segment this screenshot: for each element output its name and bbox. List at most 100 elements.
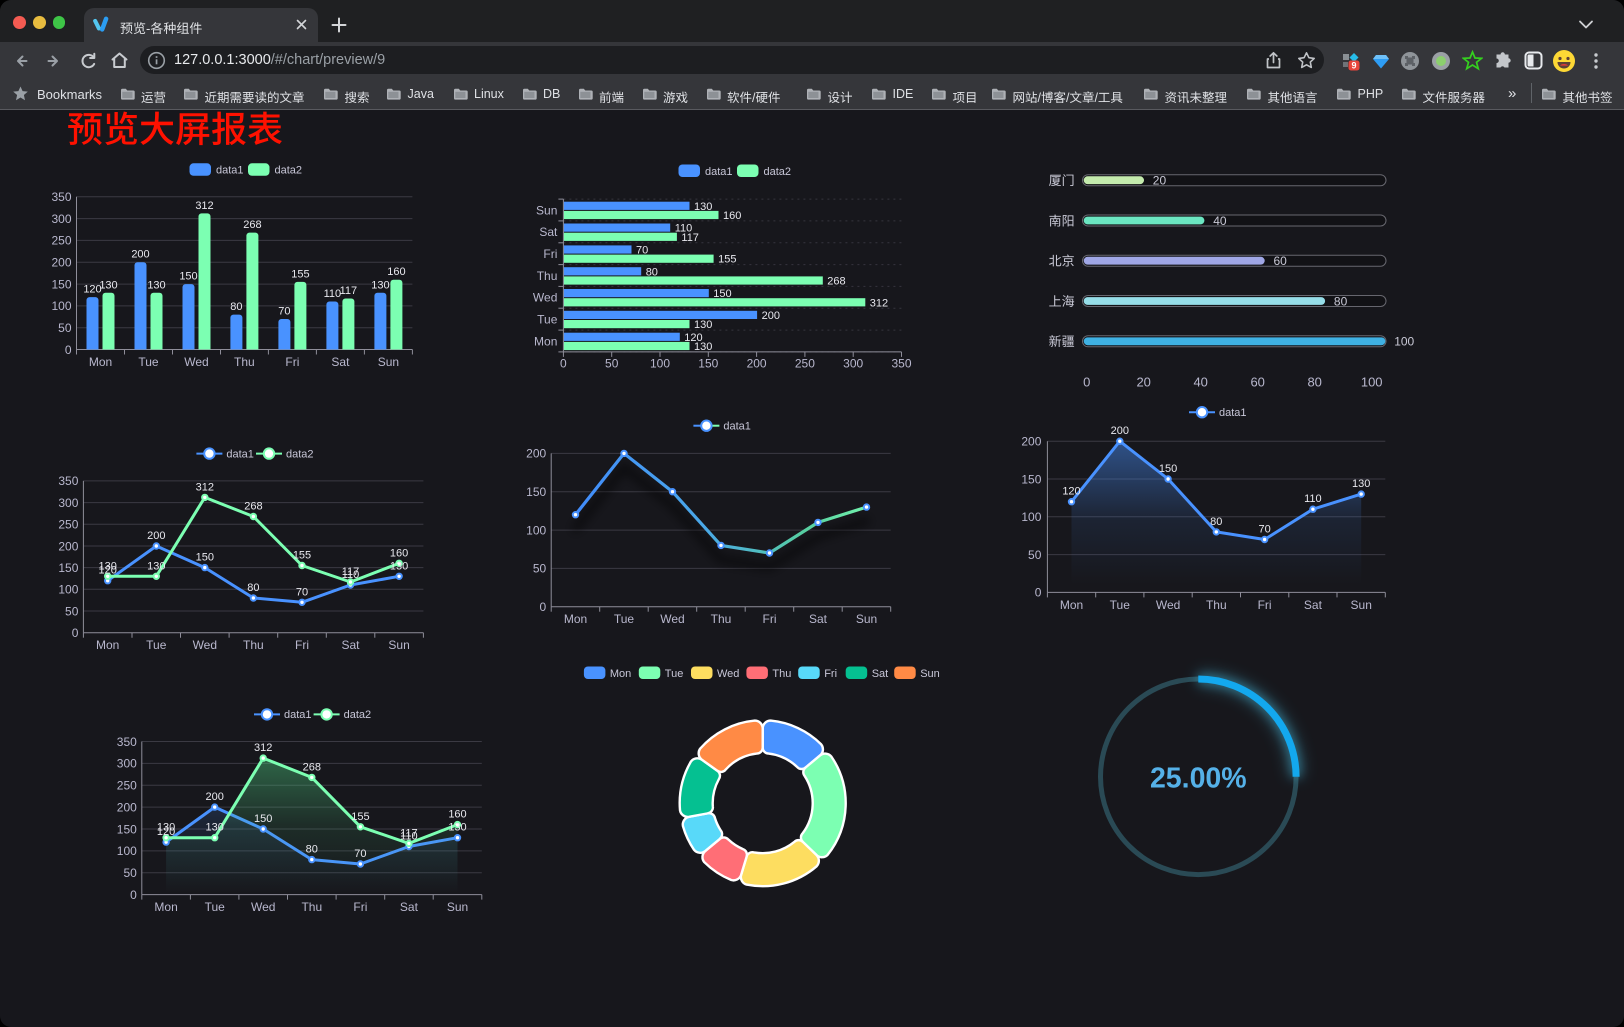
- svg-text:data2: data2: [275, 165, 303, 177]
- svg-text:130: 130: [1352, 478, 1370, 490]
- svg-text:200: 200: [1111, 425, 1129, 437]
- svg-text:80: 80: [1334, 294, 1348, 308]
- svg-text:Wed: Wed: [660, 612, 684, 626]
- svg-text:Wed: Wed: [193, 638, 217, 652]
- svg-text:150: 150: [196, 552, 214, 564]
- svg-text:100: 100: [58, 583, 78, 597]
- svg-text:150: 150: [1159, 463, 1177, 475]
- svg-text:Sun: Sun: [856, 612, 877, 626]
- svg-text:0: 0: [65, 343, 72, 357]
- svg-text:155: 155: [718, 254, 736, 266]
- svg-text:20: 20: [1153, 174, 1167, 188]
- svg-text:Wed: Wed: [184, 355, 208, 369]
- svg-text:150: 150: [713, 288, 731, 300]
- svg-text:Mon: Mon: [1060, 598, 1083, 612]
- svg-text:Sat: Sat: [539, 225, 558, 239]
- svg-text:300: 300: [843, 356, 863, 370]
- svg-text:268: 268: [244, 501, 262, 513]
- svg-text:70: 70: [1258, 524, 1270, 536]
- svg-text:250: 250: [795, 356, 815, 370]
- svg-text:160: 160: [448, 809, 466, 821]
- svg-text:Thu: Thu: [1206, 598, 1227, 612]
- svg-text:130: 130: [694, 201, 712, 213]
- svg-text:312: 312: [254, 742, 272, 754]
- svg-text:Tue: Tue: [1110, 598, 1131, 612]
- svg-text:Thu: Thu: [711, 612, 732, 626]
- svg-text:Fri: Fri: [295, 638, 309, 652]
- svg-text:100: 100: [117, 844, 137, 858]
- svg-text:150: 150: [58, 561, 78, 575]
- svg-text:200: 200: [58, 539, 78, 553]
- svg-text:117: 117: [400, 827, 418, 839]
- svg-text:200: 200: [762, 310, 780, 322]
- svg-text:120: 120: [684, 332, 702, 344]
- svg-text:160: 160: [390, 547, 408, 559]
- svg-text:Tue: Tue: [537, 313, 558, 327]
- svg-text:150: 150: [698, 356, 718, 370]
- svg-text:Sat: Sat: [872, 668, 889, 680]
- svg-text:312: 312: [870, 297, 888, 309]
- svg-text:100: 100: [51, 299, 71, 313]
- svg-text:200: 200: [1021, 435, 1041, 449]
- svg-text:60: 60: [1250, 375, 1264, 390]
- svg-text:Sat: Sat: [1304, 598, 1323, 612]
- svg-text:厦门: 厦门: [1049, 173, 1075, 188]
- svg-text:Fri: Fri: [353, 900, 367, 914]
- svg-text:70: 70: [354, 848, 366, 860]
- svg-text:130: 130: [448, 822, 466, 834]
- svg-text:70: 70: [278, 306, 290, 318]
- svg-text:0: 0: [560, 356, 567, 370]
- svg-text:110: 110: [675, 223, 693, 235]
- svg-text:Tue: Tue: [614, 612, 635, 626]
- svg-text:117: 117: [342, 566, 360, 578]
- svg-text:data1: data1: [705, 166, 733, 178]
- svg-text:130: 130: [694, 341, 712, 353]
- svg-text:data1: data1: [284, 709, 312, 721]
- svg-text:200: 200: [747, 356, 767, 370]
- svg-text:160: 160: [723, 210, 741, 222]
- svg-text:300: 300: [51, 212, 71, 226]
- svg-text:50: 50: [533, 562, 547, 576]
- svg-text:Thu: Thu: [243, 638, 264, 652]
- svg-text:Thu: Thu: [301, 900, 322, 914]
- svg-text:150: 150: [254, 813, 272, 825]
- svg-text:268: 268: [827, 276, 845, 288]
- svg-text:150: 150: [1021, 472, 1041, 486]
- svg-text:130: 130: [99, 279, 117, 291]
- svg-text:50: 50: [65, 604, 79, 618]
- svg-text:110: 110: [1304, 493, 1322, 505]
- svg-text:200: 200: [206, 791, 224, 803]
- svg-text:25.00%: 25.00%: [1150, 763, 1247, 795]
- svg-text:data1: data1: [1219, 407, 1247, 419]
- svg-text:Wed: Wed: [717, 668, 739, 680]
- svg-text:Sun: Sun: [536, 203, 557, 217]
- svg-text:250: 250: [51, 234, 71, 248]
- svg-text:Wed: Wed: [533, 291, 557, 305]
- svg-text:0: 0: [72, 626, 79, 640]
- svg-text:250: 250: [58, 518, 78, 532]
- svg-text:110: 110: [324, 288, 342, 300]
- svg-text:100: 100: [526, 523, 546, 537]
- svg-text:155: 155: [291, 268, 309, 280]
- svg-text:Tue: Tue: [205, 900, 226, 914]
- svg-text:80: 80: [646, 266, 658, 278]
- svg-text:130: 130: [206, 822, 224, 834]
- svg-text:Thu: Thu: [234, 355, 255, 369]
- svg-text:上海: 上海: [1049, 294, 1075, 309]
- svg-text:80: 80: [247, 582, 259, 594]
- svg-text:50: 50: [123, 866, 137, 880]
- svg-text:40: 40: [1213, 214, 1227, 228]
- svg-text:300: 300: [58, 496, 78, 510]
- svg-text:0: 0: [1083, 375, 1090, 390]
- svg-text:Fri: Fri: [763, 612, 777, 626]
- svg-text:150: 150: [117, 822, 137, 836]
- svg-text:Thu: Thu: [772, 668, 791, 680]
- svg-text:130: 130: [147, 279, 165, 291]
- svg-text:80: 80: [1307, 375, 1321, 390]
- svg-text:70: 70: [296, 586, 308, 598]
- svg-text:Sat: Sat: [341, 638, 360, 652]
- svg-text:Wed: Wed: [1156, 598, 1180, 612]
- svg-text:120: 120: [83, 284, 101, 296]
- svg-text:130: 130: [99, 560, 117, 572]
- svg-text:110: 110: [400, 831, 418, 843]
